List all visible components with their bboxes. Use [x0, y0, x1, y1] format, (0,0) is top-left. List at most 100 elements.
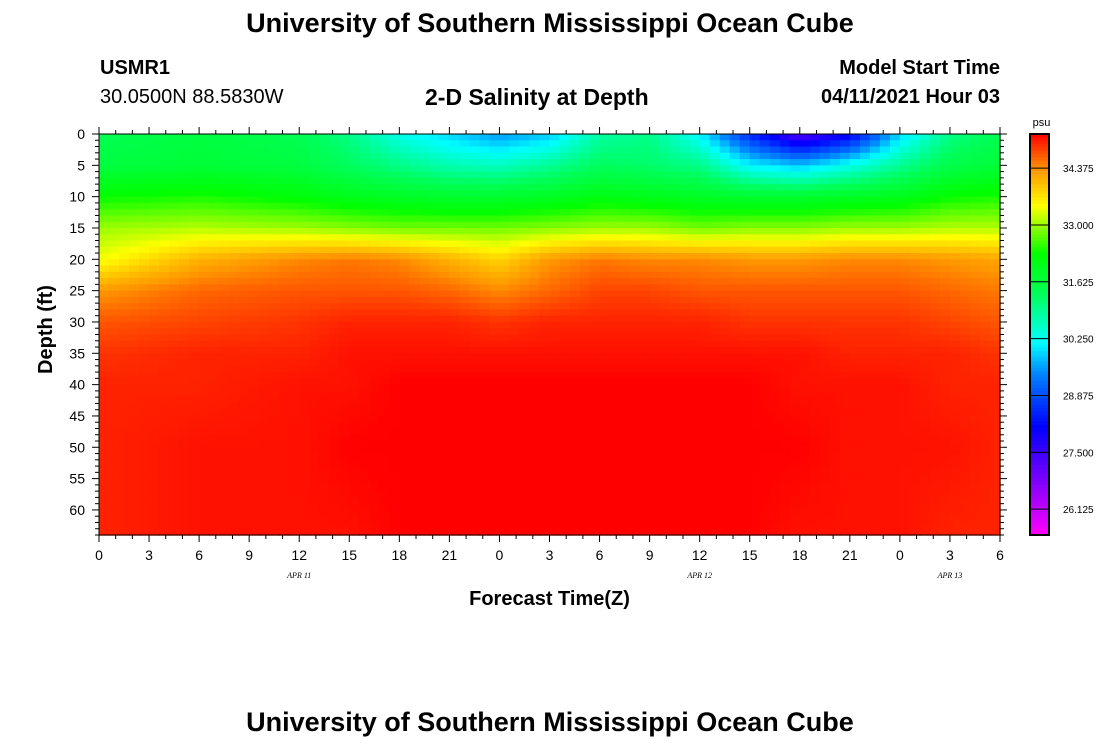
heatmap-cell	[229, 390, 240, 398]
heatmap-cell	[349, 227, 360, 235]
heatmap-cell	[709, 309, 721, 317]
heatmap-cell	[789, 265, 801, 273]
heatmap-cell	[769, 365, 781, 373]
heatmap-cell	[199, 134, 210, 141]
heatmap-cell	[379, 227, 391, 235]
heatmap-cell	[849, 347, 861, 354]
heatmap-cell	[589, 265, 601, 273]
heatmap-cell	[179, 290, 190, 298]
heatmap-cell	[849, 184, 861, 192]
heatmap-cell	[359, 184, 370, 192]
heatmap-cell	[529, 177, 541, 185]
heatmap-cell	[779, 215, 791, 223]
heatmap-cell	[279, 284, 290, 292]
heatmap-cell	[649, 397, 661, 405]
heatmap-cell	[709, 184, 721, 192]
heatmap-cell	[469, 365, 481, 373]
heatmap-cell	[299, 190, 310, 198]
heatmap-cell	[629, 209, 641, 217]
heatmap-cell	[949, 190, 961, 198]
heatmap-cell	[109, 334, 120, 342]
heatmap-cell	[329, 290, 340, 298]
heatmap-cell	[739, 409, 751, 417]
heatmap-cell	[499, 365, 511, 373]
heatmap-cell	[889, 202, 901, 210]
heatmap-cell	[109, 315, 120, 323]
heatmap-cell	[279, 315, 290, 323]
heatmap-cell	[709, 334, 721, 342]
heatmap-cell	[759, 234, 771, 242]
heatmap-cell	[179, 253, 190, 261]
heatmap-cell	[119, 409, 130, 417]
heatmap-cell	[849, 202, 861, 210]
heatmap-cell	[879, 284, 891, 292]
heatmap-cell	[739, 309, 751, 317]
heatmap-cell	[629, 296, 641, 304]
heatmap-cell	[539, 409, 551, 417]
heatmap-cell	[109, 202, 120, 210]
heatmap-cell	[209, 259, 220, 267]
heatmap-cell	[989, 378, 1001, 386]
heatmap-cell	[349, 134, 360, 141]
heatmap-cell	[609, 265, 621, 273]
heatmap-cell	[119, 234, 130, 242]
heatmap-cell	[939, 372, 951, 380]
heatmap-cell	[419, 390, 431, 398]
heatmap-cell	[869, 196, 881, 204]
heatmap-cell	[389, 196, 401, 204]
heatmap-cell	[699, 196, 711, 204]
heatmap-cell	[849, 253, 861, 261]
heatmap-cell	[479, 321, 491, 329]
heatmap-cell	[989, 359, 1001, 367]
heatmap-cell	[309, 403, 320, 411]
heatmap-cell	[449, 165, 461, 173]
heatmap-cell	[539, 190, 551, 198]
heatmap-cell	[259, 422, 270, 430]
heatmap-cell	[209, 359, 220, 367]
heatmap-cell	[829, 415, 841, 423]
heatmap-cell	[429, 134, 441, 141]
heatmap-cell	[249, 434, 260, 442]
heatmap-cell	[519, 190, 531, 198]
heatmap-cell	[859, 246, 871, 254]
heatmap-cell	[489, 159, 501, 167]
heatmap-cell	[599, 284, 611, 292]
heatmap-cell	[549, 447, 561, 455]
heatmap-cell	[929, 372, 941, 380]
heatmap-cell	[989, 177, 1001, 185]
heatmap-cell	[219, 359, 230, 367]
heatmap-cell	[119, 353, 130, 361]
heatmap-cell	[369, 234, 381, 242]
heatmap-cell	[229, 328, 240, 336]
heatmap-cell	[319, 265, 330, 273]
heatmap-cell	[419, 159, 431, 167]
heatmap-cell	[839, 165, 851, 173]
heatmap-cell	[259, 328, 270, 336]
heatmap-cell	[989, 321, 1001, 329]
heatmap-cell	[719, 334, 731, 342]
heatmap-cell	[599, 309, 611, 317]
heatmap-cell	[709, 378, 721, 386]
heatmap-cell	[429, 253, 441, 261]
heatmap-cell	[819, 384, 831, 392]
heatmap-cell	[729, 441, 741, 448]
heatmap-cell	[299, 146, 310, 154]
heatmap-cell	[319, 278, 330, 286]
heatmap-cell	[279, 146, 290, 154]
heatmap-cell	[969, 315, 981, 323]
heatmap-cell	[759, 472, 771, 480]
heatmap-cell	[889, 177, 901, 185]
heatmap-cell	[409, 459, 421, 467]
heatmap-cell	[149, 347, 160, 354]
heatmap-cell	[709, 246, 721, 254]
heatmap-cell	[179, 134, 190, 141]
heatmap-cell	[659, 246, 671, 254]
heatmap-cell	[589, 384, 601, 392]
heatmap-cell	[609, 171, 621, 179]
heatmap-cell	[669, 134, 681, 141]
heatmap-cell	[899, 253, 911, 261]
heatmap-cell	[989, 215, 1001, 223]
heatmap-cell	[229, 190, 240, 198]
heatmap-cell	[889, 271, 901, 279]
heatmap-cell	[279, 478, 290, 486]
